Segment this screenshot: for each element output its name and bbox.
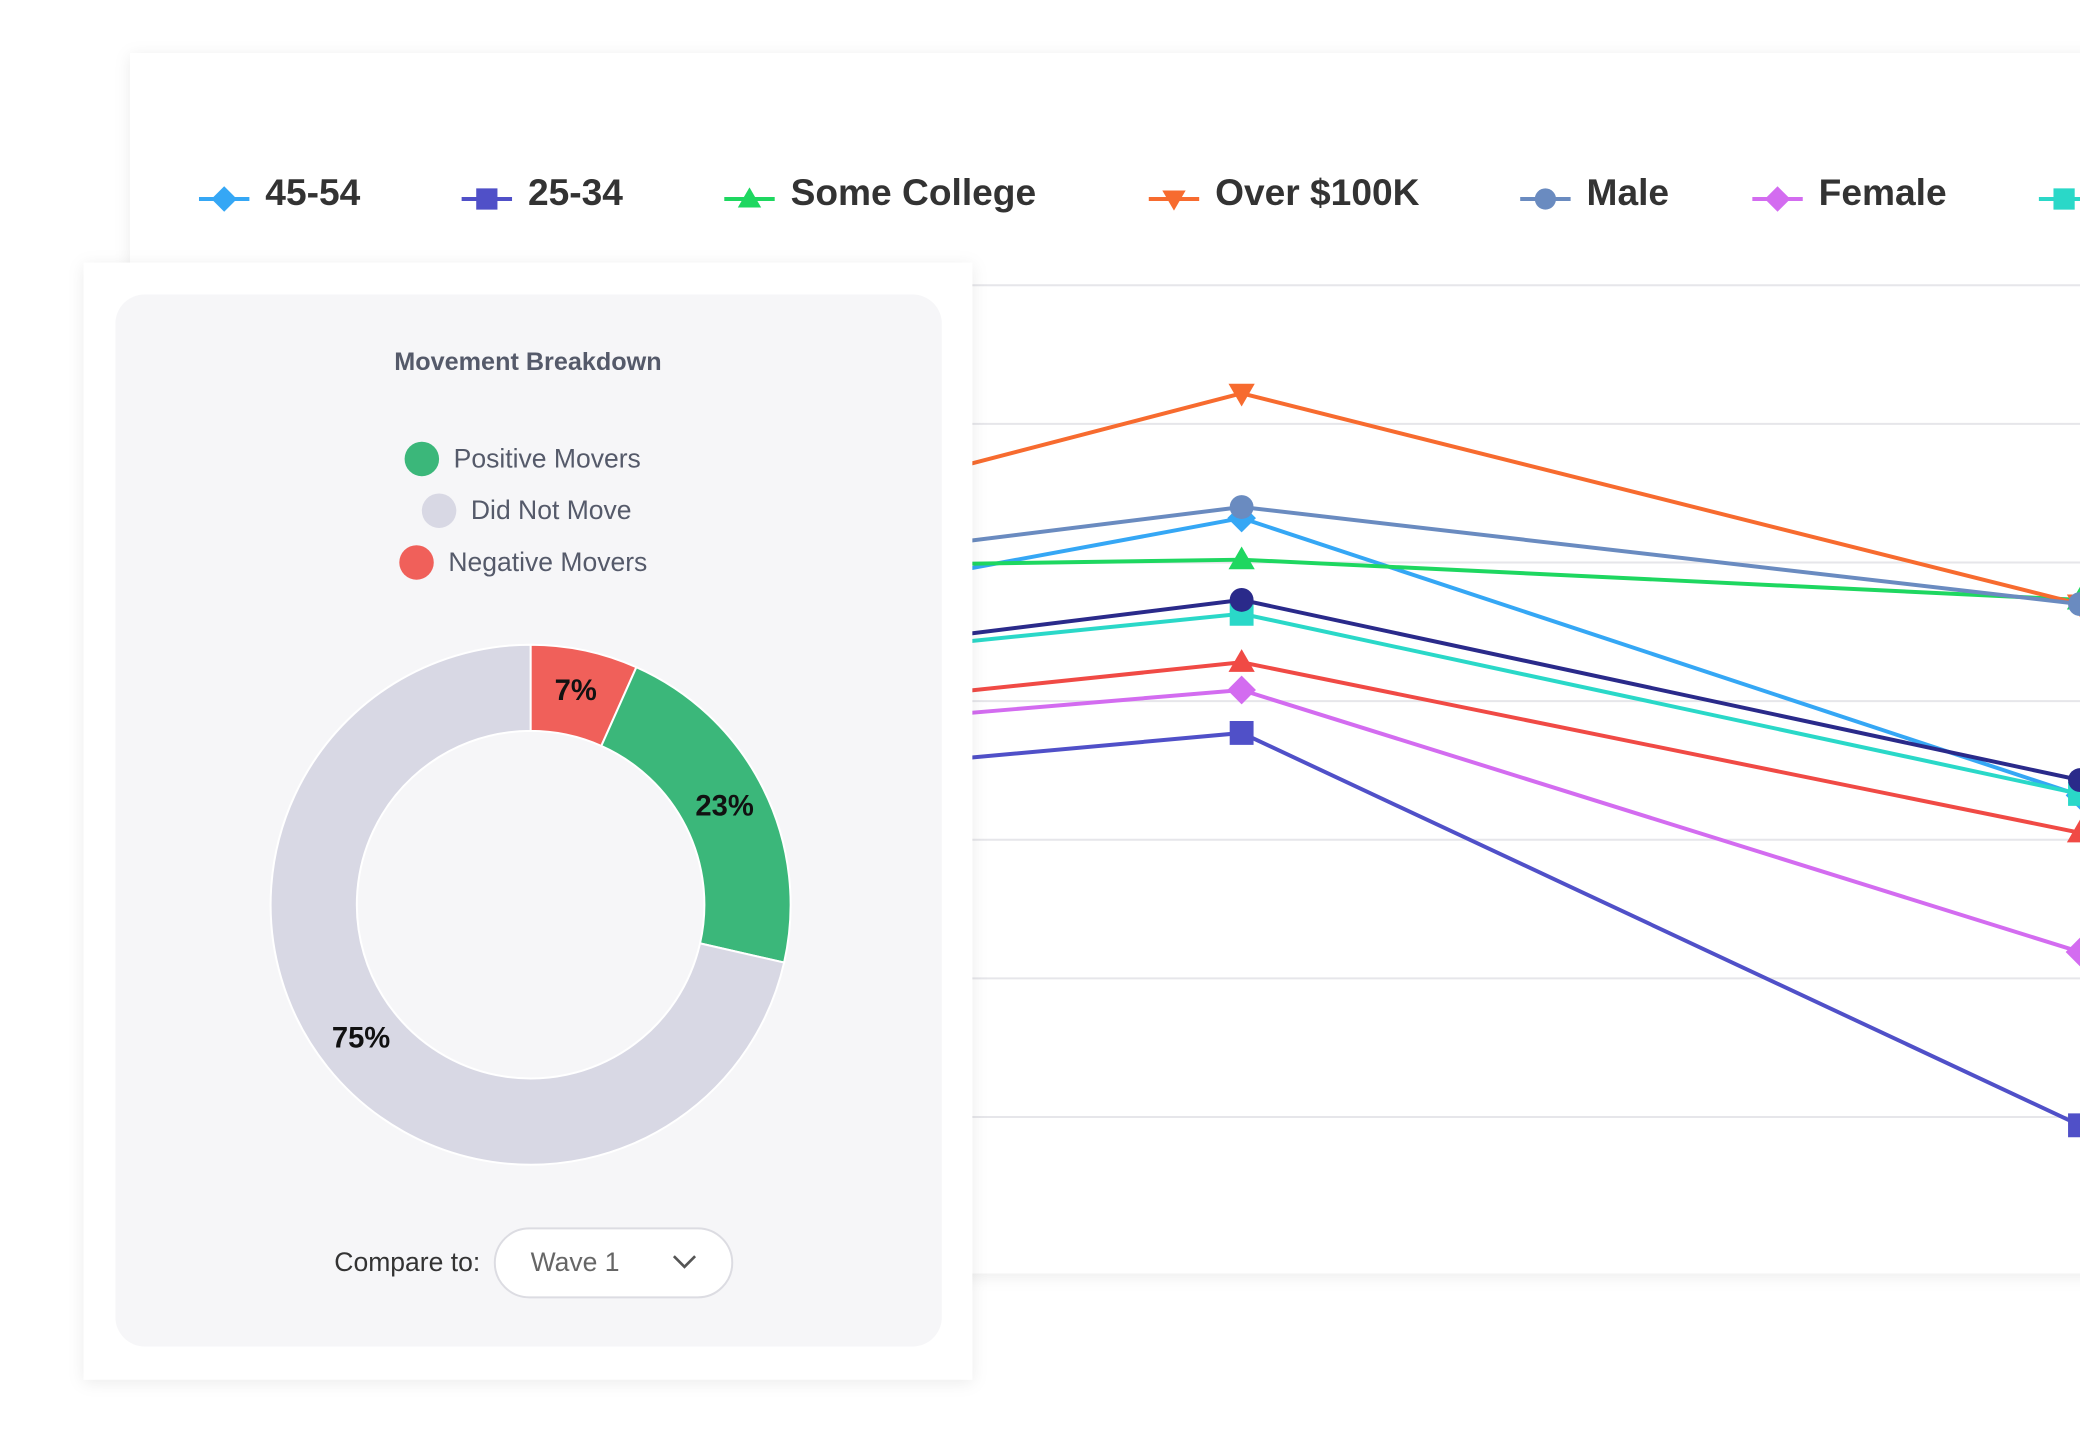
legend-label: Negative Movers	[448, 547, 647, 577]
legend-label: Female	[1819, 171, 1947, 213]
marker	[2068, 1113, 2080, 1138]
marker	[2065, 937, 2080, 967]
legend-label: Some College	[791, 171, 1037, 213]
legend-label: Did Not Move	[471, 495, 632, 525]
dropdown-value: Wave 1	[531, 1247, 620, 1277]
legend-marker	[1764, 186, 1791, 212]
slice-label: 75%	[332, 1023, 390, 1055]
legend-label: Over $100K	[1215, 171, 1420, 213]
marker	[1229, 721, 1254, 745]
dropdown[interactable]: Wave 1	[493, 1227, 734, 1299]
legend-label: Positive Movers	[454, 443, 641, 473]
legend-dot	[404, 441, 440, 477]
legend-marker	[737, 187, 762, 208]
legend-dot	[421, 493, 457, 528]
legend-marker	[1162, 190, 1186, 211]
pie-title: Movement Breakdown	[394, 348, 661, 376]
chevron	[672, 1255, 697, 1269]
legend-label: 45-54	[265, 171, 360, 213]
marker	[2066, 819, 2080, 843]
marker	[1227, 675, 1256, 705]
legend-label: 25-34	[528, 171, 623, 213]
marker	[1229, 495, 1254, 519]
legend-marker	[2053, 188, 2075, 210]
compare-label: Compare to:	[334, 1247, 480, 1277]
legend-marker	[211, 186, 237, 212]
marker	[1228, 546, 1255, 570]
marker	[2068, 768, 2080, 793]
marker	[1228, 383, 1255, 407]
legend-label: Male	[1587, 171, 1670, 213]
marker	[1229, 587, 1254, 612]
pie-slice	[269, 643, 786, 1166]
pie-slice	[599, 665, 792, 964]
marker	[2068, 592, 2080, 616]
legend-marker	[1534, 188, 1557, 210]
slice-label: 7%	[555, 675, 597, 707]
legend-marker	[476, 188, 498, 210]
pie-chart: 7% 23% 75% Positive Movers Did Not Move Negat…	[269, 441, 792, 1166]
slice-label: 23%	[695, 790, 753, 822]
marker	[1228, 649, 1255, 672]
card-inner	[115, 294, 942, 1347]
dropdown-box[interactable]	[493, 1227, 734, 1299]
legend-dot	[399, 545, 434, 580]
